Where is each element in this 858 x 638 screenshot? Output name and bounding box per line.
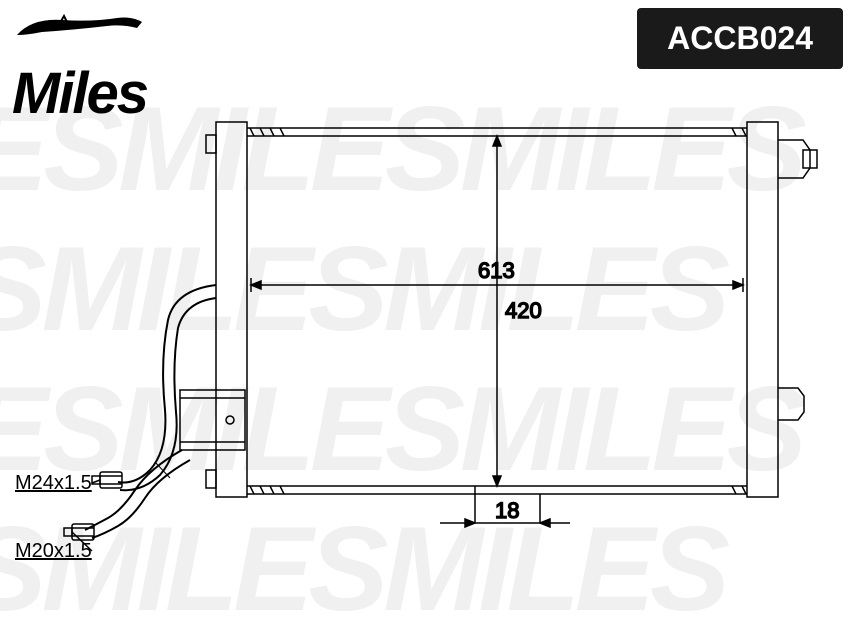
left-tab-top bbox=[206, 135, 216, 153]
right-tank bbox=[747, 122, 778, 497]
left-tab-bottom bbox=[206, 470, 216, 488]
right-bracket-bottom bbox=[778, 388, 804, 420]
connector-top-label: M24x1.5 bbox=[15, 472, 92, 495]
dim-thickness-value: 18 bbox=[495, 498, 519, 523]
part-code-badge: ACCB024 bbox=[637, 8, 843, 69]
dim-height-value: 420 bbox=[505, 298, 542, 323]
pipe-lower bbox=[85, 450, 190, 538]
left-tank bbox=[216, 122, 247, 497]
brand-logo: Miles bbox=[12, 10, 252, 127]
dim-height bbox=[493, 136, 501, 486]
fitting-bottom bbox=[64, 524, 94, 540]
leader-top bbox=[92, 480, 100, 483]
fin-hatching-top bbox=[250, 128, 746, 136]
connector-bottom-label: M20x1.5 bbox=[15, 540, 92, 563]
left-bracket-block bbox=[180, 390, 245, 450]
right-bracket-top bbox=[778, 140, 817, 178]
fin-hatching-bottom bbox=[250, 486, 746, 494]
fitting-top bbox=[92, 472, 122, 488]
